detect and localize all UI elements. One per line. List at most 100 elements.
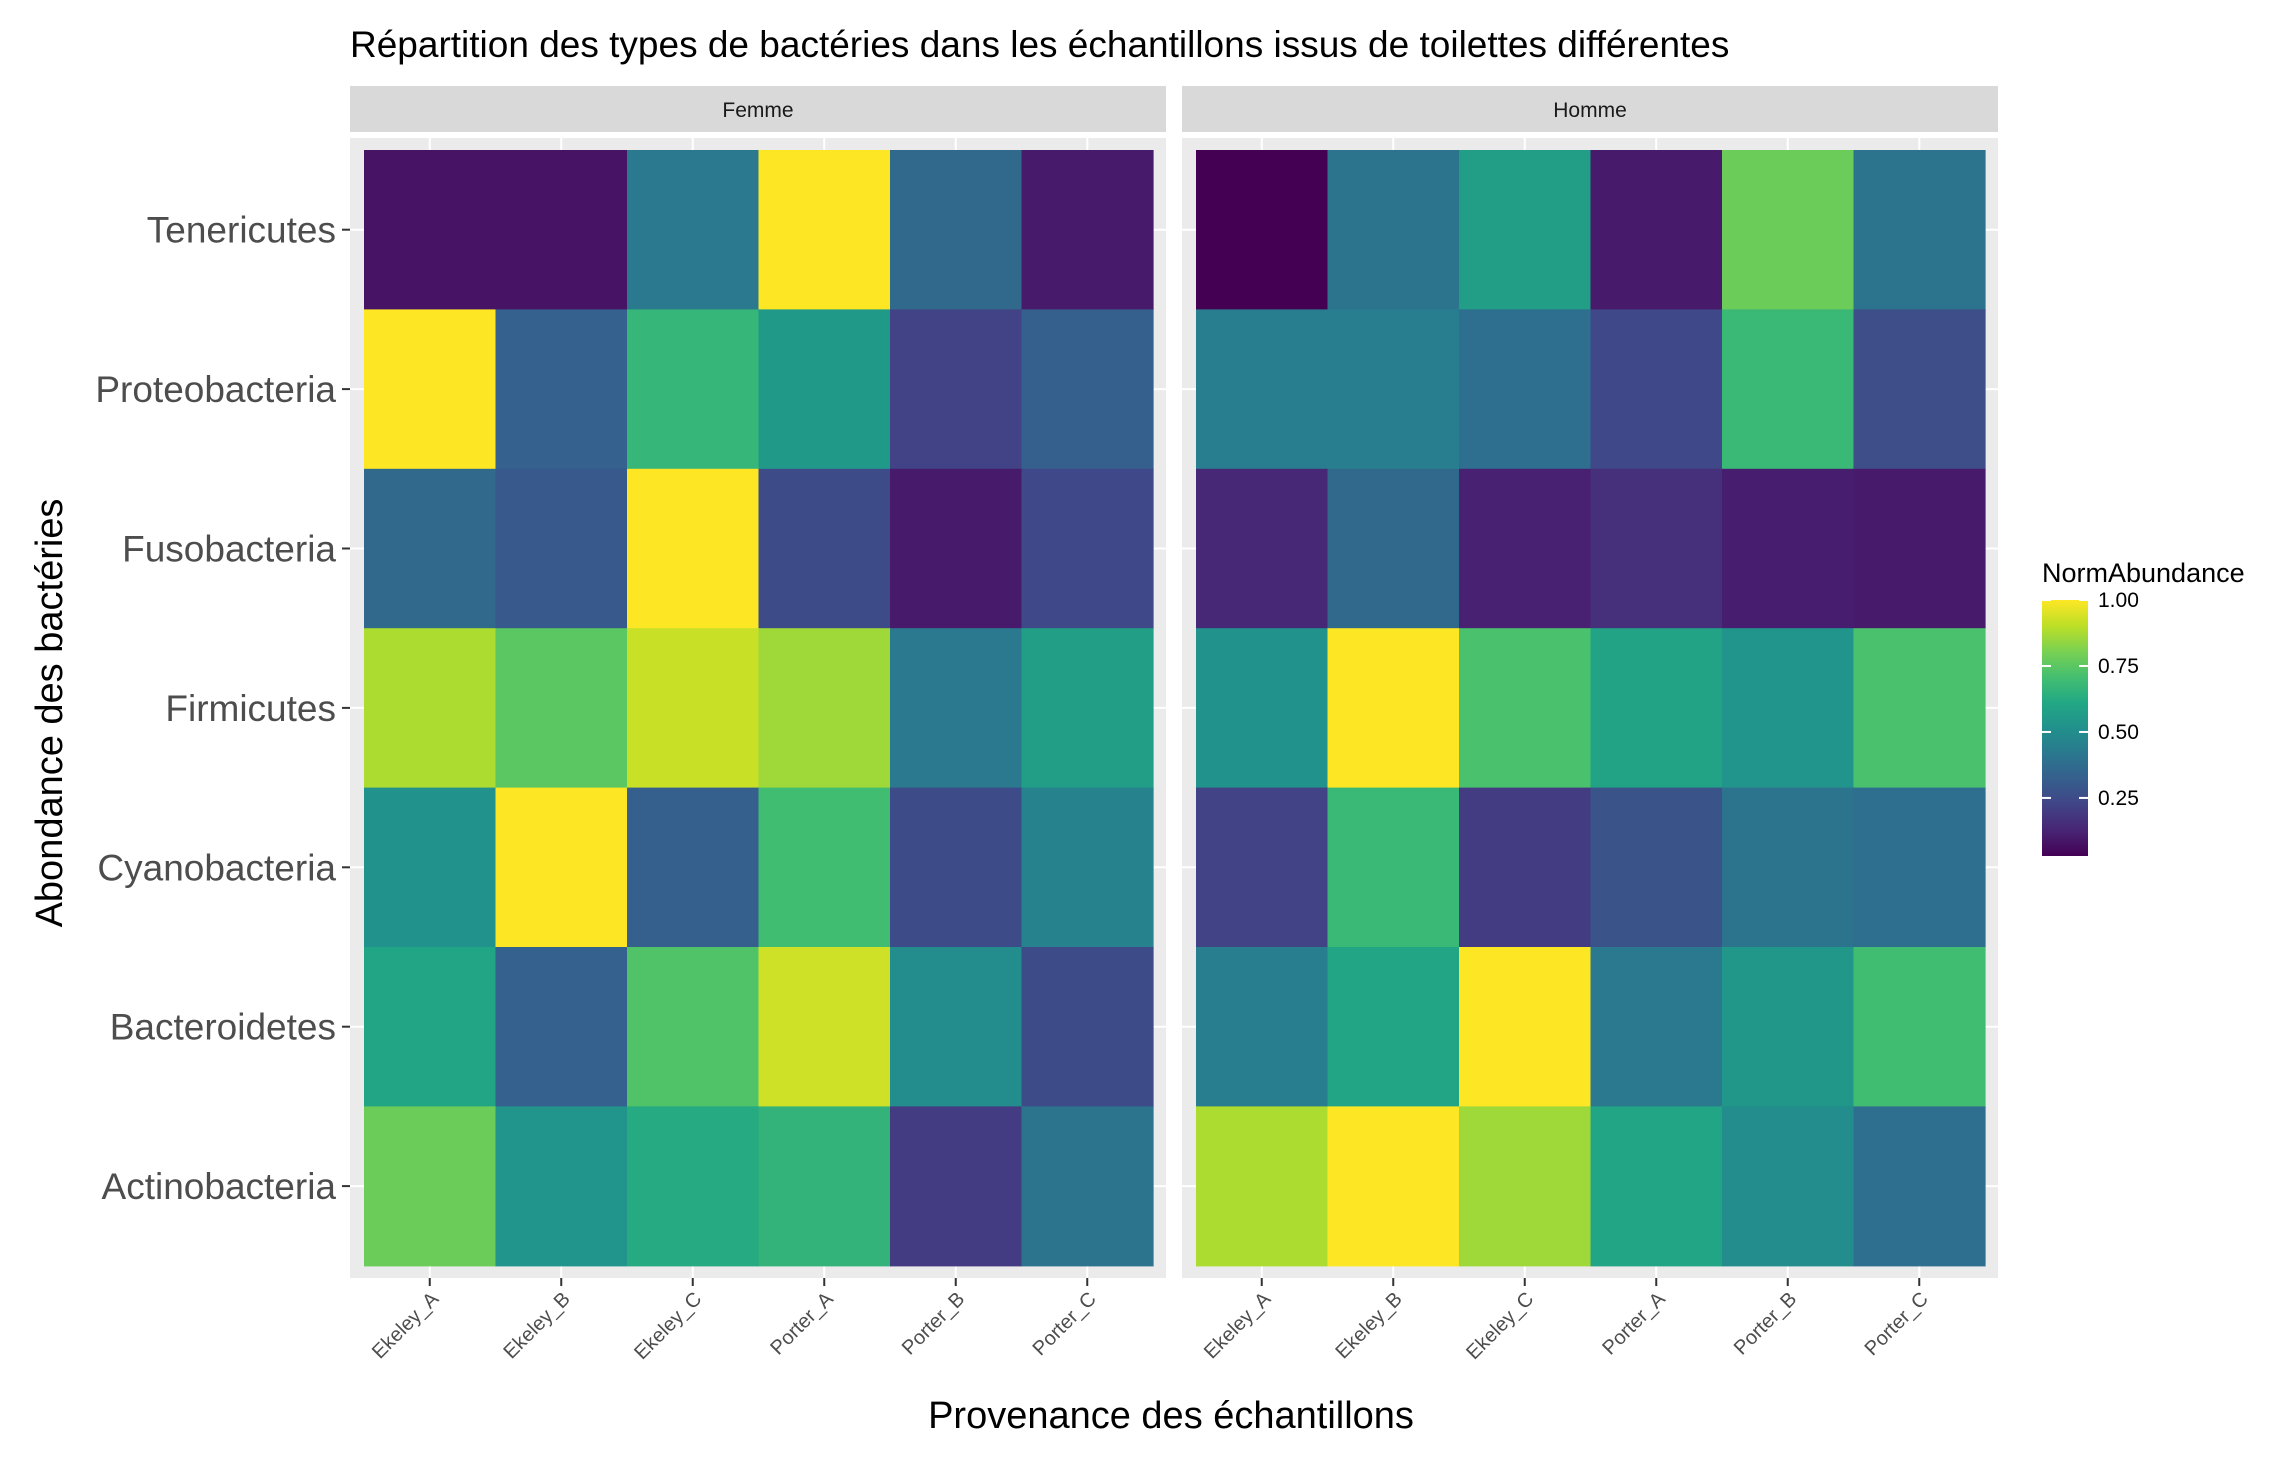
heatmap-cell	[1459, 1106, 1592, 1267]
legend-colorbar	[2042, 600, 2088, 856]
x-tick-label: Ekeley_B	[1331, 1288, 1406, 1363]
heatmap-cell	[1327, 947, 1460, 1107]
heatmap-cell	[1327, 309, 1460, 470]
heatmap-cell	[364, 787, 497, 948]
heatmap-cell	[890, 1106, 1023, 1267]
heatmap-cell	[1459, 947, 1592, 1107]
heatmap-cell	[1722, 628, 1855, 789]
heatmap-cell	[1196, 787, 1329, 948]
y-tick-label: Firmicutes	[165, 688, 336, 729]
heatmap-cell	[1327, 1106, 1460, 1267]
heatmap-cell	[364, 628, 497, 789]
heatmap-cell	[364, 947, 497, 1107]
facet-panels: Femme Ekeley_A Ekeley_B Ekeley_C Porter_A Por…	[350, 86, 1998, 1364]
legend-tick-label: 0.25	[2098, 787, 2139, 810]
heatmap-cell	[1853, 628, 1986, 789]
heatmap-cell	[1722, 309, 1855, 470]
heatmap-cell	[1196, 309, 1329, 470]
heatmap-cell	[890, 309, 1023, 470]
heatmap-cell	[1021, 468, 1154, 629]
heatmap-cell	[364, 1106, 497, 1267]
heatmap-cell	[1590, 787, 1723, 948]
heatmap-cell	[1327, 787, 1460, 948]
y-tick-label: Actinobacteria	[102, 1166, 337, 1207]
y-tick-label: Fusobacteria	[122, 529, 336, 570]
heatmap-cell	[1327, 628, 1460, 789]
heatmap-cell	[364, 150, 497, 310]
heatmap-cell	[1021, 150, 1154, 310]
y-tick-label: Bacteroidetes	[110, 1007, 336, 1048]
color-legend: NormAbundance 1.00 0.75 0.50 0.25	[2042, 558, 2245, 856]
legend-title: NormAbundance	[2042, 558, 2245, 588]
heatmap-cell	[1722, 947, 1855, 1107]
heatmap-cell	[495, 468, 628, 629]
heatmap-cell	[1853, 787, 1986, 948]
heatmap-cell	[1459, 468, 1592, 629]
heatmap-cell	[627, 1106, 760, 1267]
heatmap-cell	[1459, 309, 1592, 470]
heatmap-cell	[495, 947, 628, 1107]
chart-title: Répartition des types de bactéries dans …	[350, 24, 1729, 65]
heatmap-cell	[890, 628, 1023, 789]
heatmap-cell	[1196, 947, 1329, 1107]
x-tick-label: Porter_A	[766, 1288, 838, 1360]
heatmap-cell	[1021, 628, 1154, 789]
heatmap-cell	[627, 468, 760, 629]
heatmap-cell	[627, 947, 760, 1107]
heatmap-cell	[495, 1106, 628, 1267]
heatmap-cell	[1590, 947, 1723, 1107]
heatmap-cell	[1459, 628, 1592, 789]
heatmap-cell	[1590, 150, 1723, 310]
legend-tick-label: 0.75	[2098, 655, 2139, 678]
heatmap-cell	[1196, 1106, 1329, 1267]
y-axis: Tenericutes Proteobacteria Fusobacteria Fir…	[95, 210, 350, 1207]
x-tick-label: Porter_C	[1029, 1288, 1101, 1360]
heatmap-cell	[890, 787, 1023, 948]
heatmap-cell	[1853, 150, 1986, 310]
heatmap-cell	[890, 468, 1023, 629]
heatmap-cell	[1722, 1106, 1855, 1267]
heatmap-cell	[1853, 1106, 1986, 1267]
heatmap-cell	[1196, 468, 1329, 629]
heatmap-cell	[495, 309, 628, 470]
legend-tick-label: 0.50	[2098, 721, 2139, 744]
heatmap-cell	[1021, 309, 1154, 470]
heatmap-cell	[627, 787, 760, 948]
facet-panel-homme: Homme Ekeley_A Ekeley_B Ekeley_C Porter_A Por…	[1182, 86, 1998, 1364]
heatmap-cell	[1853, 468, 1986, 629]
heatmap-cell	[758, 150, 891, 310]
heatmap-cell	[758, 947, 891, 1107]
heatmap-cell	[364, 468, 497, 629]
heatmap-cell	[1021, 1106, 1154, 1267]
heatmap-cell	[890, 947, 1023, 1107]
heatmap-cell	[1722, 150, 1855, 310]
heatmap-cell	[1853, 947, 1986, 1107]
facet-strip	[1182, 86, 1998, 132]
x-tick-label: Ekeley_C	[630, 1288, 706, 1364]
heatmap-cell	[1196, 628, 1329, 789]
heatmap-cell	[758, 468, 891, 629]
heatmap-cell	[758, 309, 891, 470]
heatmap-cell	[1590, 468, 1723, 629]
heatmap-cell	[495, 628, 628, 789]
heatmap-cell	[364, 309, 497, 470]
x-tick-label: Ekeley_A	[368, 1288, 444, 1364]
x-tick-label: Porter_C	[1861, 1288, 1933, 1360]
heatmap-cell	[1327, 150, 1460, 310]
facet-panel-femme: Femme Ekeley_A Ekeley_B Ekeley_C Porter_A Por…	[350, 86, 1166, 1364]
heatmap-cell	[1196, 150, 1329, 310]
y-axis-title: Abondance des bactéries	[29, 499, 71, 928]
heatmap-cell	[1021, 947, 1154, 1107]
heatmap-cell	[1722, 787, 1855, 948]
x-tick-label: Porter_B	[1730, 1288, 1801, 1359]
y-tick-label: Proteobacteria	[95, 369, 336, 410]
facet-strip	[350, 86, 1166, 132]
y-tick-label: Cyanobacteria	[97, 847, 336, 888]
x-tick-label: Ekeley_B	[499, 1288, 574, 1363]
x-tick-label: Ekeley_A	[1200, 1288, 1276, 1364]
heatmap-cell	[758, 628, 891, 789]
heatmap-cell	[495, 787, 628, 948]
heatmap-cell	[1459, 150, 1592, 310]
heatmap-cell	[627, 309, 760, 470]
